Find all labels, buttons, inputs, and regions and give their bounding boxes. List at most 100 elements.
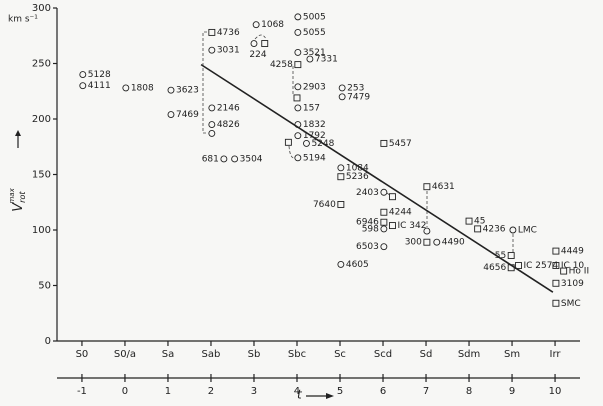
point-circle — [338, 84, 346, 92]
point-circle — [433, 238, 441, 246]
type-label: Scd — [374, 349, 392, 360]
point-circle — [208, 46, 216, 54]
point-circle — [294, 154, 302, 162]
y-axis-label: Vrotmax — [8, 187, 27, 211]
point-circle — [337, 164, 345, 172]
type-label: Sb — [248, 349, 261, 360]
point-circle — [338, 93, 346, 101]
point-label: 6946 — [356, 218, 379, 228]
point-label: 7331 — [315, 55, 338, 65]
type-label: S0/a — [114, 349, 136, 360]
connector — [386, 192, 392, 197]
point-label: 1832 — [303, 120, 326, 130]
point-circle — [380, 243, 388, 251]
y-label-symbol: V — [11, 202, 26, 212]
point-square — [380, 208, 388, 216]
point-circle — [423, 227, 431, 235]
point-square — [208, 28, 216, 36]
point-label: 4244 — [389, 208, 412, 218]
point-square — [337, 201, 345, 208]
point-circle — [220, 155, 228, 163]
y-tick-label: 50 — [38, 281, 51, 292]
point-label: 253 — [347, 83, 364, 93]
type-label: Sbc — [288, 349, 306, 360]
point-label: LMC — [518, 226, 537, 236]
point-label: 2146 — [217, 103, 240, 113]
point-square — [380, 218, 388, 226]
point-label: 3504 — [240, 154, 263, 164]
type-label: Sa — [162, 349, 174, 360]
point-label: 3109 — [561, 279, 584, 289]
point-label: Ho II — [569, 267, 589, 277]
point-label: 2403 — [356, 188, 379, 198]
point-label: 4258 — [270, 60, 293, 70]
point-label: 1068 — [261, 20, 284, 30]
point-circle — [294, 121, 302, 129]
x-label-arrowhead — [326, 393, 334, 399]
point-label: 1084 — [346, 163, 369, 173]
point-label: IC 10 — [561, 261, 585, 271]
point-label: 300 — [405, 238, 422, 248]
point-square — [389, 222, 396, 230]
x-tick-label: 1 — [165, 386, 171, 397]
point-circle — [79, 82, 87, 90]
x-tick-label: 3 — [251, 386, 257, 397]
x-tick-label: 8 — [466, 386, 472, 397]
point-circle — [208, 104, 216, 112]
point-label: 5248 — [311, 139, 334, 149]
type-label: Sdm — [458, 349, 480, 360]
point-label: 5457 — [389, 139, 412, 149]
point-label: 55 — [495, 251, 506, 261]
point-label: 45 — [474, 217, 485, 227]
point-square — [380, 139, 388, 147]
point-label: 5055 — [303, 28, 326, 38]
y-label-sup: max — [8, 187, 16, 203]
point-label: 157 — [303, 103, 320, 113]
connector — [288, 145, 295, 159]
point-circle — [252, 21, 260, 29]
y-unit: km s⁻¹ — [8, 15, 38, 25]
point-label: 2903 — [303, 82, 326, 92]
point-circle — [303, 139, 310, 147]
point-label: 5236 — [346, 172, 369, 182]
x-tick-label: 5 — [337, 386, 343, 397]
point-label: 5128 — [88, 70, 111, 80]
point-label: SMC — [561, 299, 581, 309]
point-square — [474, 225, 482, 233]
point-label: 4236 — [483, 224, 506, 234]
point-square — [337, 173, 345, 181]
point-circle — [380, 225, 388, 233]
type-label: S0 — [76, 349, 89, 360]
point-label: 4605 — [346, 260, 369, 270]
point-circle — [250, 40, 258, 47]
y-tick-label: 300 — [32, 3, 51, 14]
point-circle — [294, 13, 302, 21]
y-label-arrowhead — [15, 130, 21, 136]
point-label: 4111 — [88, 81, 111, 91]
y-tick-label: 250 — [32, 59, 51, 70]
point-circle — [294, 48, 302, 56]
point-label: IC 2574 — [523, 261, 558, 271]
point-circle — [231, 155, 239, 163]
point-square — [515, 262, 522, 269]
point-circle — [294, 28, 302, 36]
point-square — [261, 40, 269, 47]
point-square — [284, 138, 292, 146]
x-tick-label: -1 — [77, 386, 87, 397]
type-label: Sab — [202, 349, 221, 360]
point-circle — [208, 129, 216, 137]
point-label: 4449 — [561, 247, 584, 257]
point-label: 5005 — [303, 12, 326, 22]
x-tick-label: 10 — [549, 386, 562, 397]
point-square — [552, 279, 560, 287]
point-circle — [337, 260, 345, 268]
x-tick-label: 0 — [122, 386, 128, 397]
y-tick-label: 150 — [32, 170, 51, 181]
point-label: 1808 — [131, 83, 154, 93]
point-square — [507, 264, 515, 272]
y-tick-label: 200 — [32, 114, 51, 125]
y-label-sub: rot — [18, 191, 27, 203]
point-circle — [208, 121, 216, 129]
point-circle — [294, 104, 302, 112]
